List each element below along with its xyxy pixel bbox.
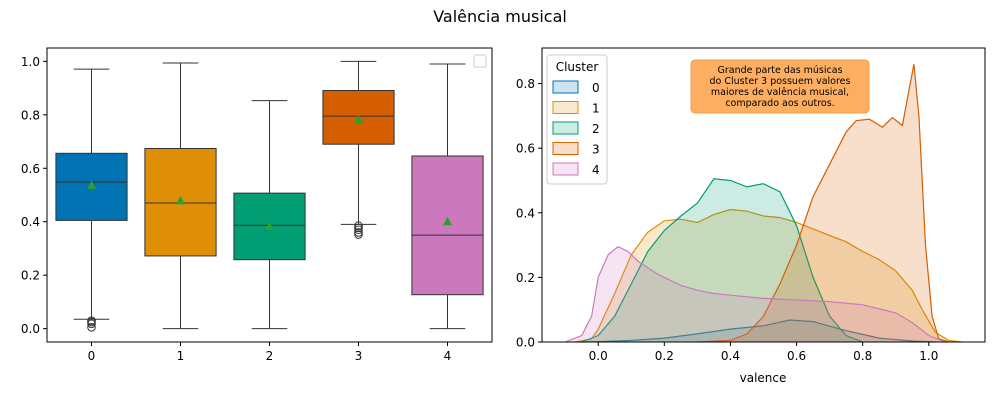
box-plot-boxes [55,60,484,332]
y-tick-label: 0.8 [516,77,535,91]
density-line [697,64,949,343]
density-frame [541,47,986,343]
legend-swatch [552,162,579,176]
y-tick-label: 0.0 [21,322,40,336]
legend-swatch [552,101,579,114]
y-tick-label: 0.6 [21,162,40,176]
density-series-3 [697,64,949,343]
box-cluster-4 [411,63,484,330]
x-tick-label: 1 [177,349,185,363]
legend-swatch [552,121,579,135]
legend-item-0: 0 [552,80,600,95]
empty-legend-box [473,54,487,68]
legend-label: 4 [592,163,600,177]
density-line [564,245,946,343]
y-tick-label: 0.4 [516,206,535,220]
figure-title: Valência musical [433,7,567,26]
density-panel: 0.0 0.2 0.4 0.6 0.8 1.0 0.0 0.2 0.4 0.6 0.8 valenc… [516,47,986,385]
density-series-1 [574,208,962,343]
mean-marker [354,114,363,124]
box-plot-frame [46,47,493,343]
x-tick-label: 3 [355,349,363,363]
y-tick-label: 0.6 [516,142,535,156]
legend-item-4: 4 [552,162,600,177]
mean-marker [176,195,185,205]
y-tick-label: 1.0 [21,55,40,69]
box-plot-axes: 0.0 0.2 0.4 0.6 0.8 1.0 0 1 2 3 4 [21,55,451,363]
y-tick-label: 0.4 [21,215,40,229]
outlier-point [354,230,363,239]
density-areas [564,64,962,343]
outlier-point [87,319,96,329]
annotation-line-2: do Cluster 3 possuem valores [710,76,851,87]
box-cluster-1 [144,62,217,330]
y-tick-label: 0.8 [21,108,40,122]
outlier-point [87,323,96,332]
legend-item-1: 1 [552,101,600,116]
x-tick-label: 0 [88,349,96,363]
legend-title: Cluster [556,60,599,74]
x-tick-label: 0.4 [721,349,740,363]
density-fill [581,320,936,342]
x-tick-label: 0.2 [655,349,674,363]
box-cluster-0 [55,68,128,332]
x-tick-label: 0.0 [589,349,608,363]
density-fill [697,64,949,342]
mean-marker [87,180,96,190]
outlier-point [354,221,363,231]
legend-swatch [552,80,579,94]
cluster-legend: Cluster 0 1 2 3 4 [546,54,608,185]
box [411,155,484,296]
density-fill [581,178,863,342]
box-cluster-2 [233,100,306,330]
density-fill [565,246,946,342]
x-tick-label: 2 [266,349,274,363]
annotation-line-4: comparado aos outros. [725,98,834,109]
density-x-axis-label: valence [740,371,787,385]
legend-items: 0 1 2 3 4 [552,80,600,177]
box-cluster-3 [322,60,395,239]
y-tick-label: 0.2 [21,269,40,283]
legend-label: 2 [592,122,600,136]
legend-item-2: 2 [552,121,600,136]
outlier-point [354,225,363,235]
annotation-line-1: Grande parte das músicas [717,65,842,76]
annotation-background [690,59,870,114]
y-tick-label: 0.0 [516,336,535,350]
density-line [574,208,962,343]
density-axes: 0.0 0.2 0.4 0.6 0.8 1.0 0.0 0.2 0.4 0.6 0.8 [516,77,938,363]
box-plot-panel: 0.0 0.2 0.4 0.6 0.8 1.0 0 1 2 3 4 [21,47,493,363]
annotation-line-3: maiores de valência musical, [711,87,849,98]
x-tick-label: 1.0 [919,349,938,363]
x-tick-label: 4 [444,349,452,363]
legend-swatch [552,142,579,155]
legend-frame [546,54,608,185]
legend-label: 1 [592,102,600,116]
density-series-0 [581,319,936,343]
density-line [581,178,863,343]
mean-marker [265,221,274,231]
density-series-4 [564,245,946,343]
x-tick-label: 0.6 [787,349,806,363]
mean-marker [443,216,452,226]
legend-item-3: 3 [552,142,600,157]
x-tick-label: 0.8 [853,349,872,363]
density-series-2 [581,178,863,343]
annotation-box: Grande parte das músicas do Cluster 3 po… [690,59,870,114]
y-tick-label: 0.2 [516,271,535,285]
outlier-point [354,228,363,237]
legend-label: 0 [592,81,600,95]
legend-label: 3 [592,143,600,157]
density-fill [575,209,962,342]
density-line [581,319,936,343]
